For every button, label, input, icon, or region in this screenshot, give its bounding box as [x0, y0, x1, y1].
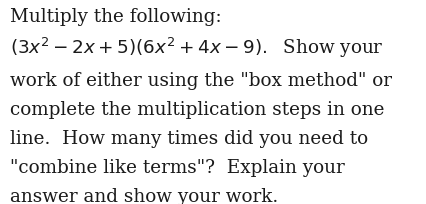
- Text: "combine like terms"?  Explain your: "combine like terms"? Explain your: [10, 159, 345, 177]
- Text: $(3x^2 - 2x + 5)(6x^2 + 4x - 9).$  Show your: $(3x^2 - 2x + 5)(6x^2 + 4x - 9).$ Show y…: [10, 36, 384, 60]
- Text: complete the multiplication steps in one: complete the multiplication steps in one: [10, 101, 385, 119]
- Text: line.  How many times did you need to: line. How many times did you need to: [10, 130, 368, 148]
- Text: work of either using the "box method" or: work of either using the "box method" or: [10, 72, 392, 90]
- Text: answer and show your work.: answer and show your work.: [10, 188, 278, 204]
- Text: Multiply the following:: Multiply the following:: [10, 8, 222, 26]
